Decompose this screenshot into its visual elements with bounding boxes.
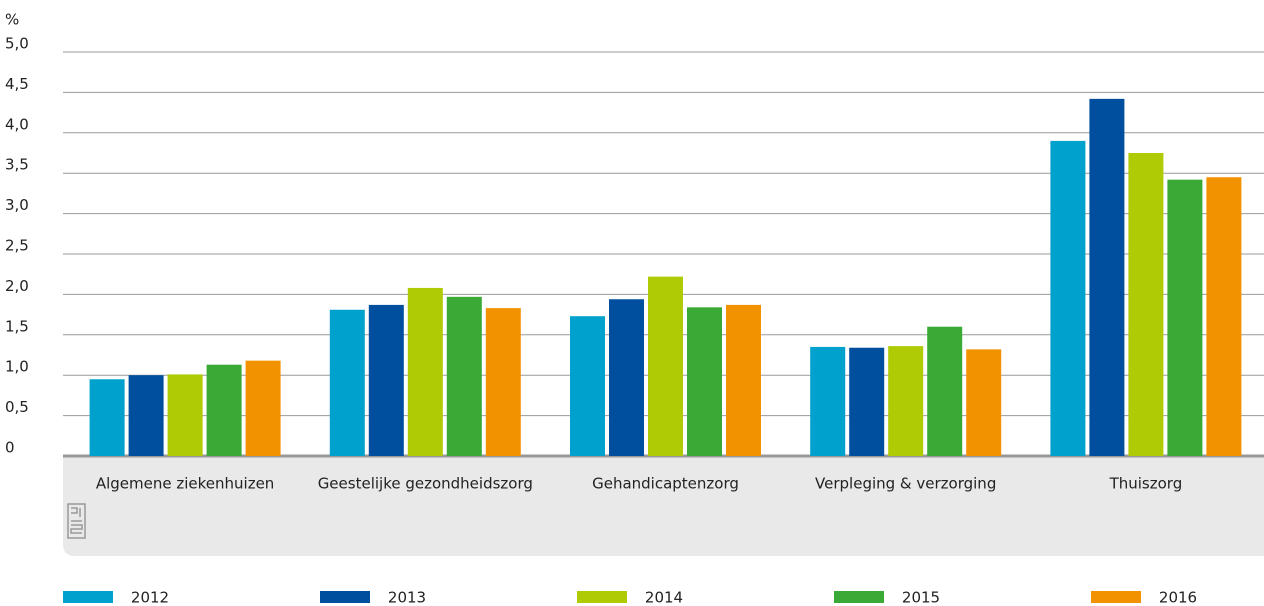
category-panel	[63, 456, 1264, 556]
bar	[609, 299, 644, 456]
cbs-logo	[67, 503, 86, 539]
bar	[89, 379, 125, 456]
bar	[446, 296, 482, 456]
y-tick-label: 0,5	[5, 398, 29, 416]
y-tick-label: 3,5	[5, 156, 29, 174]
x-tick-label: Gehandicaptenzorg	[592, 475, 739, 493]
x-tick-label: Verpleging & verzorging	[815, 475, 996, 493]
legend-swatch	[63, 591, 113, 603]
bar	[206, 364, 242, 456]
legend-swatch	[834, 591, 884, 603]
bar	[570, 316, 605, 456]
bar	[726, 304, 761, 456]
legend-label: 2014	[645, 589, 683, 606]
bar	[810, 346, 846, 456]
bar	[1050, 140, 1086, 456]
bar	[329, 309, 365, 456]
bar	[1167, 179, 1203, 456]
y-tick-label: 1,0	[5, 358, 29, 376]
legend-label: 2012	[131, 589, 169, 606]
bar	[368, 304, 404, 456]
bar	[927, 326, 963, 456]
bar	[648, 276, 683, 456]
legend-label: 2015	[902, 589, 940, 606]
bar	[128, 375, 164, 456]
bar	[849, 347, 885, 456]
bar	[1206, 177, 1242, 457]
legend-swatch	[1091, 591, 1141, 603]
x-tick-label: Algemene ziekenhuizen	[96, 475, 274, 493]
legend-label: 2013	[388, 589, 426, 606]
bar	[1089, 98, 1125, 456]
x-tick-label: Thuiszorg	[1109, 475, 1183, 493]
legend-swatch	[577, 591, 627, 603]
bar	[966, 349, 1002, 456]
legend-swatch	[320, 591, 370, 603]
bar	[167, 374, 203, 456]
y-tick-label: 5,0	[5, 35, 29, 53]
x-tick-label: Geestelijke gezondheidszorg	[318, 475, 533, 493]
bar	[485, 308, 521, 456]
y-tick-label: 0	[5, 439, 15, 457]
y-tick-label: 2,0	[5, 277, 29, 295]
y-tick-label: 3,0	[5, 196, 29, 214]
y-axis-label: %	[5, 11, 19, 29]
bar	[687, 307, 722, 456]
legend-label: 2016	[1159, 589, 1197, 606]
bar	[888, 346, 924, 456]
bar	[1128, 153, 1164, 456]
bar	[245, 360, 281, 456]
bar	[407, 287, 443, 456]
y-tick-label: 4,5	[5, 75, 29, 93]
y-tick-label: 4,0	[5, 115, 29, 133]
y-tick-label: 2,5	[5, 237, 29, 255]
y-tick-label: 1,5	[5, 317, 29, 335]
